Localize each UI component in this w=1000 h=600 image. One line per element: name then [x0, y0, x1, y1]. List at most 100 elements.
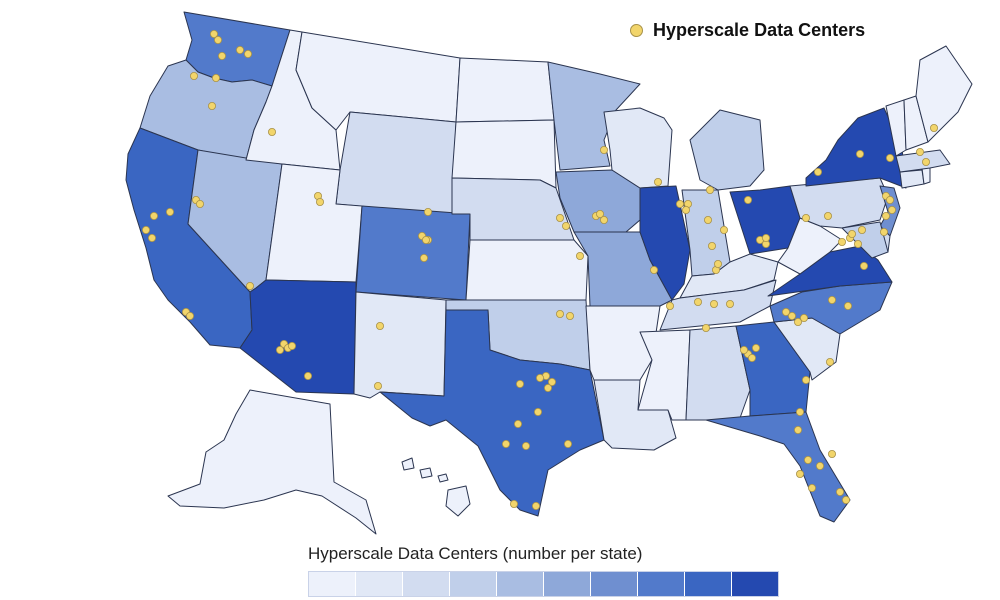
data-center-marker — [816, 461, 825, 470]
data-center-marker — [826, 357, 835, 366]
data-center-marker — [548, 377, 557, 386]
data-center-marker — [796, 407, 805, 416]
data-center-marker — [514, 419, 523, 428]
color-scale-cell — [403, 572, 450, 596]
state-sd — [451, 119, 557, 189]
state-nm — [353, 291, 447, 399]
data-center-marker — [782, 307, 791, 316]
data-center-marker — [888, 205, 897, 214]
data-center-marker — [694, 297, 703, 306]
state-mi — [689, 109, 765, 191]
state-tx — [379, 309, 605, 517]
color-scale-cell — [685, 572, 732, 596]
color-scale-cell — [309, 572, 356, 596]
data-center-marker — [714, 259, 723, 268]
data-center-marker — [802, 375, 811, 384]
state-me — [915, 45, 973, 143]
data-center-marker — [207, 102, 216, 111]
marker-legend-label: Hyperscale Data Centers — [653, 20, 866, 40]
data-center-marker — [748, 353, 757, 362]
data-center-marker — [522, 441, 531, 450]
state-ks — [465, 239, 589, 301]
data-center-marker — [315, 197, 324, 206]
data-center-marker — [794, 317, 803, 326]
data-center-marker — [740, 345, 749, 354]
state-ct — [899, 169, 925, 189]
data-center-marker — [676, 199, 685, 208]
data-center-marker — [654, 177, 663, 186]
color-scale-cell — [638, 572, 685, 596]
data-center-marker — [544, 383, 553, 392]
data-center-marker — [930, 124, 939, 133]
data-center-marker — [856, 149, 865, 158]
data-center-marker — [303, 371, 312, 380]
data-center-marker — [808, 483, 817, 492]
data-center-marker — [211, 74, 220, 83]
data-center-marker — [800, 313, 809, 322]
data-center-marker — [217, 52, 226, 61]
color-scale-cell — [591, 572, 638, 596]
marker-legend: Hyperscale Data Centers — [630, 20, 865, 41]
data-center-marker — [828, 295, 837, 304]
data-center-marker — [165, 207, 174, 216]
data-center-marker — [762, 233, 771, 242]
color-scale-cell — [544, 572, 591, 596]
data-center-marker — [858, 225, 867, 234]
data-center-marker — [794, 425, 803, 434]
color-scale-cell — [732, 572, 778, 596]
data-center-marker — [650, 265, 659, 274]
data-center-marker — [922, 157, 931, 166]
data-center-marker — [788, 311, 797, 320]
data-center-marker — [373, 381, 382, 390]
data-center-marker — [562, 221, 571, 230]
data-center-marker — [848, 229, 857, 238]
state-nd — [455, 57, 555, 123]
state-la — [593, 379, 677, 451]
data-center-marker — [147, 233, 156, 242]
data-center-marker — [536, 373, 545, 382]
state-ri — [921, 167, 931, 185]
data-center-marker — [802, 213, 811, 222]
data-center-marker — [213, 36, 222, 45]
data-center-marker — [704, 215, 713, 224]
data-center-marker — [501, 439, 510, 448]
data-center-marker — [267, 127, 276, 136]
data-center-marker — [532, 501, 541, 510]
data-center-marker — [720, 225, 729, 234]
state-co — [355, 205, 471, 301]
data-center-marker — [534, 407, 543, 416]
data-center-marker — [566, 311, 575, 320]
state-az — [239, 279, 357, 395]
data-center-marker — [576, 251, 585, 260]
data-center-marker — [141, 225, 150, 234]
data-center-marker — [828, 449, 837, 458]
data-center-marker — [882, 211, 891, 220]
state-fl — [705, 411, 851, 523]
state-il — [639, 185, 691, 301]
data-center-marker — [836, 487, 845, 496]
data-center-marker — [886, 195, 895, 204]
data-center-marker — [421, 235, 430, 244]
data-center-marker — [916, 147, 925, 156]
data-center-marker — [710, 299, 719, 308]
data-center-marker — [375, 321, 384, 330]
data-center-marker — [844, 301, 853, 310]
data-center-marker — [726, 299, 735, 308]
data-center-marker — [854, 239, 863, 248]
data-center-marker — [185, 311, 194, 320]
data-center-marker — [245, 281, 254, 290]
data-center-marker — [209, 29, 218, 38]
data-center-marker — [600, 145, 609, 154]
data-center-marker — [886, 153, 895, 162]
color-scale-cell — [450, 572, 497, 596]
data-center-marker — [596, 209, 605, 218]
data-center-marker — [752, 343, 761, 352]
color-scale-cell — [497, 572, 544, 596]
data-center-marker — [195, 199, 204, 208]
data-center-marker — [564, 439, 573, 448]
data-center-marker — [814, 167, 823, 176]
data-center-marker — [744, 195, 753, 204]
data-center-marker — [243, 50, 252, 59]
